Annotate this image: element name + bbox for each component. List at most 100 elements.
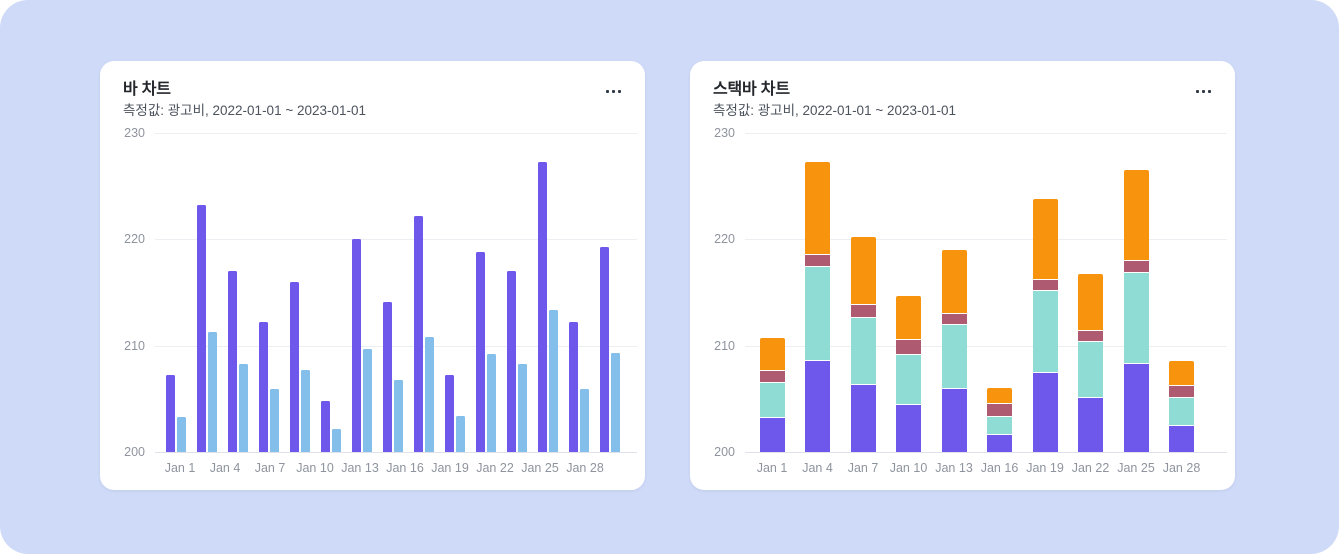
stacked-bar[interactable]	[850, 237, 876, 452]
y-axis-tick-label: 200	[124, 445, 145, 459]
bar-series-2[interactable]	[363, 348, 372, 452]
stack-segment-3[interactable]	[805, 255, 830, 267]
stack-segment-4[interactable]	[1123, 170, 1149, 261]
bar-series-2[interactable]	[208, 331, 217, 452]
x-axis-tick-label: Jan 7	[847, 461, 879, 475]
bar-series-1[interactable]	[321, 400, 330, 452]
stack-segment-3[interactable]	[1169, 386, 1194, 398]
x-axis-tick-label: Jan 1	[756, 461, 788, 475]
bar-series-1[interactable]	[228, 271, 237, 452]
bar-series-1[interactable]	[538, 161, 547, 452]
stack-segment-2[interactable]	[759, 382, 785, 418]
bar-series-2[interactable]	[549, 309, 558, 452]
x-axis-tick-label: Jan 10	[296, 461, 334, 475]
stack-segment-2[interactable]	[805, 266, 830, 361]
stacked-bar[interactable]	[1078, 274, 1103, 452]
stack-segment-1[interactable]	[1078, 397, 1103, 452]
bar-series-2[interactable]	[239, 363, 248, 452]
stack-segment-3[interactable]	[1078, 330, 1103, 343]
bar-series-2[interactable]	[580, 389, 589, 452]
bar-series-2[interactable]	[332, 428, 341, 452]
stack-segment-3[interactable]	[1123, 260, 1149, 274]
stack-segment-1[interactable]	[850, 385, 876, 452]
stack-segment-4[interactable]	[759, 338, 785, 372]
stack-segment-2[interactable]	[1123, 273, 1149, 364]
bar-series-2[interactable]	[611, 353, 620, 452]
bar-series-1[interactable]	[166, 375, 175, 452]
stacked-bar[interactable]	[896, 295, 921, 452]
stack-segment-2[interactable]	[987, 416, 1012, 435]
bar-series-2[interactable]	[177, 416, 186, 452]
stack-segment-3[interactable]	[987, 404, 1012, 417]
more-menu-button[interactable]	[1190, 84, 1217, 99]
bar-series-2[interactable]	[487, 354, 496, 452]
stack-segment-1[interactable]	[1123, 363, 1149, 452]
bar-series-2[interactable]	[518, 363, 527, 452]
stack-segment-2[interactable]	[941, 325, 967, 390]
bar-series-1[interactable]	[290, 281, 299, 452]
bar-series-2[interactable]	[270, 389, 279, 452]
stack-segment-3[interactable]	[1032, 279, 1058, 292]
stack-segment-3[interactable]	[759, 371, 785, 383]
stacked-bar[interactable]	[1032, 198, 1058, 452]
stack-segment-2[interactable]	[850, 318, 876, 385]
stack-segment-2[interactable]	[1032, 291, 1058, 374]
x-axis-tick-label: Jan 19	[431, 461, 469, 475]
stack-segment-3[interactable]	[850, 305, 876, 319]
stack-segment-3[interactable]	[941, 313, 967, 326]
stacked-bar[interactable]	[941, 249, 967, 452]
stack-segment-4[interactable]	[987, 388, 1012, 405]
stack-segment-1[interactable]	[896, 405, 921, 452]
stack-segment-1[interactable]	[1169, 426, 1194, 452]
bar-series-1[interactable]	[352, 239, 361, 452]
stacked-bar[interactable]	[1169, 360, 1194, 452]
stack-segment-4[interactable]	[1078, 274, 1103, 331]
stacked-bar[interactable]	[1123, 170, 1149, 452]
bar-series-1[interactable]	[383, 302, 392, 452]
stack-segment-1[interactable]	[759, 417, 785, 452]
more-menu-button[interactable]	[600, 84, 627, 99]
stacked-bar-chart-plot: 230 220 210 200 Jan 1 Jan 4 Jan 7 Jan 10 Jan 13 J…	[714, 126, 1227, 475]
bar-series-2[interactable]	[425, 337, 434, 452]
bar-series-2[interactable]	[456, 415, 465, 452]
bar-series-1[interactable]	[445, 375, 454, 452]
y-axis-tick-label: 220	[124, 232, 145, 247]
gridline	[155, 452, 637, 453]
x-axis-tick-label: Jan 22	[476, 461, 514, 475]
stack-segment-4[interactable]	[1169, 360, 1194, 387]
x-axis-tick-label: Jan 25	[521, 461, 559, 475]
stacked-bar[interactable]	[759, 338, 785, 452]
bar-series-1[interactable]	[507, 271, 516, 452]
stack-segment-1[interactable]	[1032, 373, 1058, 452]
stack-segment-1[interactable]	[805, 360, 830, 452]
stack-segment-1[interactable]	[987, 434, 1012, 452]
stack-segment-4[interactable]	[941, 249, 967, 314]
x-axis-tick-label: Jan 13	[935, 461, 973, 475]
stack-segment-2[interactable]	[1169, 397, 1194, 427]
bar-series-1[interactable]	[569, 322, 578, 452]
bar-series-2[interactable]	[301, 370, 310, 452]
stacked-bar[interactable]	[805, 161, 830, 452]
stack-segment-2[interactable]	[896, 355, 921, 406]
x-axis-tick-label: Jan 22	[1071, 461, 1110, 475]
stacked-bar[interactable]	[987, 388, 1012, 452]
stack-segment-3[interactable]	[896, 340, 921, 356]
stack-segment-4[interactable]	[1032, 198, 1058, 280]
bar-series-1[interactable]	[197, 205, 206, 452]
bar-series-1[interactable]	[476, 252, 485, 452]
y-axis-tick-label: 230	[124, 126, 145, 140]
bar-series-1[interactable]	[414, 215, 423, 452]
stack-segment-1[interactable]	[941, 389, 967, 452]
gridline	[155, 133, 637, 134]
stack-segment-4[interactable]	[850, 237, 876, 306]
y-axis-tick-label: 220	[714, 232, 735, 247]
x-axis-tick-label: Jan 4	[209, 461, 241, 475]
stack-segment-2[interactable]	[1078, 342, 1103, 398]
bar-series-1[interactable]	[600, 246, 609, 452]
bar-series-1[interactable]	[259, 322, 268, 452]
stack-segment-4[interactable]	[805, 161, 830, 256]
stack-segment-4[interactable]	[896, 295, 921, 341]
bar-series-2[interactable]	[394, 379, 403, 452]
x-axis-tick-label: Jan 7	[254, 461, 286, 475]
